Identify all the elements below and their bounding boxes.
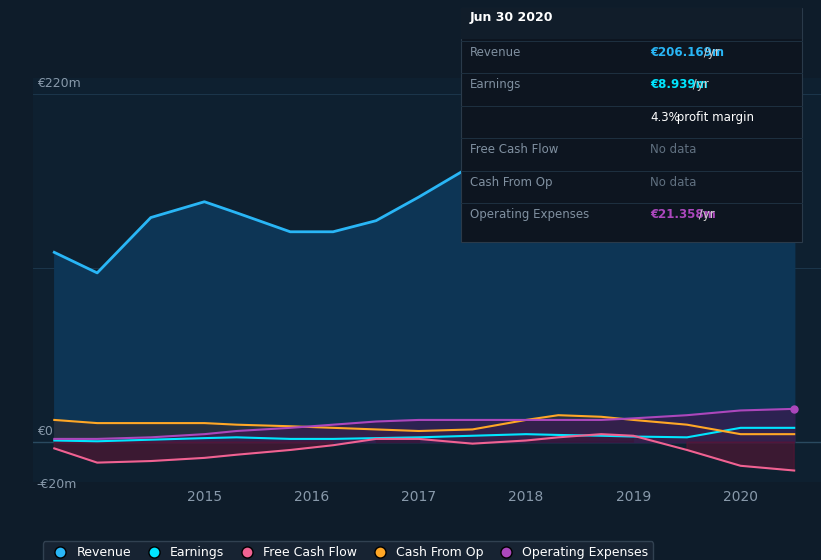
Text: €206.169m: €206.169m — [650, 46, 724, 59]
Text: Earnings: Earnings — [470, 78, 521, 91]
Text: /yr: /yr — [700, 46, 720, 59]
Text: No data: No data — [650, 143, 696, 156]
Text: €0: €0 — [37, 425, 53, 438]
Text: No data: No data — [650, 176, 696, 189]
Text: profit margin: profit margin — [672, 111, 754, 124]
Text: €8.939m: €8.939m — [650, 78, 708, 91]
Text: Revenue: Revenue — [470, 46, 521, 59]
Text: €220m: €220m — [37, 77, 80, 90]
Text: /yr: /yr — [690, 78, 709, 91]
Text: Free Cash Flow: Free Cash Flow — [470, 143, 558, 156]
Text: €21.358m: €21.358m — [650, 208, 716, 221]
Text: -€20m: -€20m — [37, 478, 77, 491]
Text: Cash From Op: Cash From Op — [470, 176, 552, 189]
Text: Operating Expenses: Operating Expenses — [470, 208, 589, 221]
Text: Jun 30 2020: Jun 30 2020 — [470, 11, 553, 24]
Text: 4.3%: 4.3% — [650, 111, 680, 124]
Legend: Revenue, Earnings, Free Cash Flow, Cash From Op, Operating Expenses: Revenue, Earnings, Free Cash Flow, Cash … — [43, 541, 654, 560]
Text: /yr: /yr — [695, 208, 714, 221]
